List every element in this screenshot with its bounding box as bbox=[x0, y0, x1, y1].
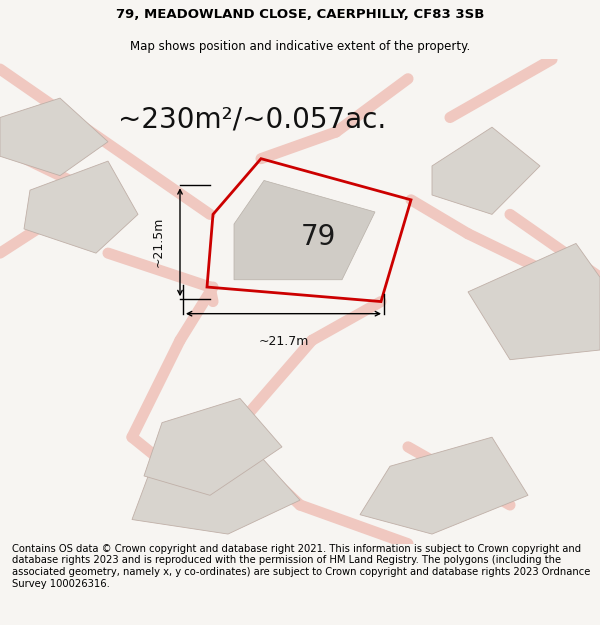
Text: ~230m²/~0.057ac.: ~230m²/~0.057ac. bbox=[118, 106, 386, 134]
Polygon shape bbox=[432, 127, 540, 214]
Text: 79, MEADOWLAND CLOSE, CAERPHILLY, CF83 3SB: 79, MEADOWLAND CLOSE, CAERPHILLY, CF83 3… bbox=[116, 8, 484, 21]
Text: ~21.7m: ~21.7m bbox=[259, 336, 308, 349]
Polygon shape bbox=[468, 243, 600, 359]
Polygon shape bbox=[360, 438, 528, 534]
Polygon shape bbox=[132, 447, 300, 534]
Polygon shape bbox=[234, 181, 375, 280]
Text: Map shows position and indicative extent of the property.: Map shows position and indicative extent… bbox=[130, 40, 470, 52]
Polygon shape bbox=[0, 98, 108, 176]
Polygon shape bbox=[24, 161, 138, 253]
Polygon shape bbox=[144, 399, 282, 495]
Text: ~21.5m: ~21.5m bbox=[152, 217, 165, 268]
Text: 79: 79 bbox=[301, 223, 336, 251]
Text: Contains OS data © Crown copyright and database right 2021. This information is : Contains OS data © Crown copyright and d… bbox=[12, 544, 590, 589]
